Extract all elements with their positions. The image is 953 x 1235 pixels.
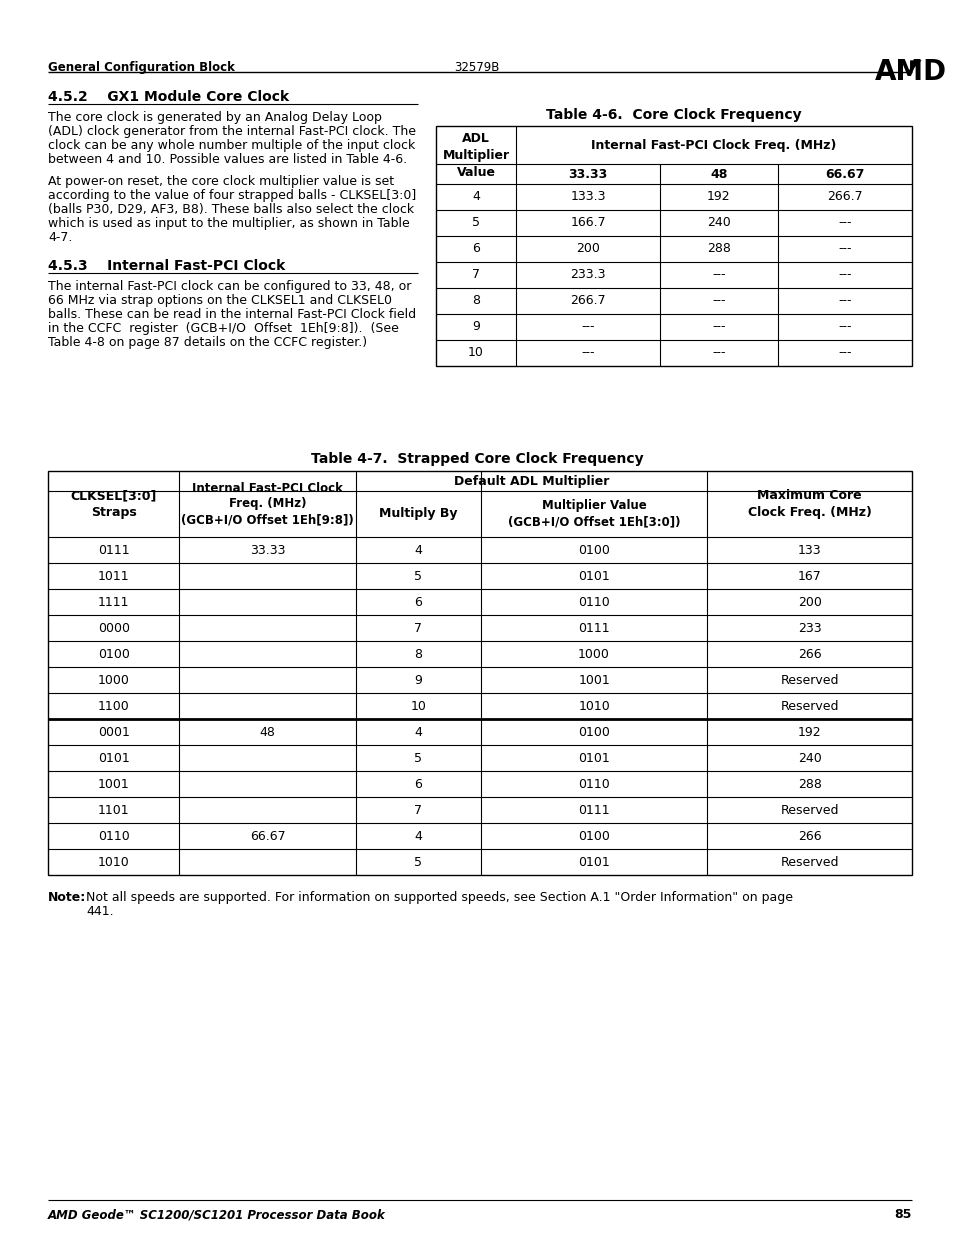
Text: CLKSEL[3:0]
Straps: CLKSEL[3:0] Straps <box>71 489 156 519</box>
Text: ---: --- <box>838 216 851 230</box>
Text: 66 MHz via strap options on the CLKSEL1 and CLKSEL0: 66 MHz via strap options on the CLKSEL1 … <box>48 294 392 308</box>
Text: 6: 6 <box>415 595 422 609</box>
Text: General Configuration Block: General Configuration Block <box>48 61 234 74</box>
Text: balls. These can be read in the internal Fast-PCI Clock field: balls. These can be read in the internal… <box>48 308 416 321</box>
Text: 0001: 0001 <box>97 725 130 739</box>
Text: Default ADL Multiplier: Default ADL Multiplier <box>454 474 609 488</box>
Text: 240: 240 <box>797 752 821 764</box>
Text: Multiply By: Multiply By <box>379 508 457 520</box>
Text: 4.5.3    Internal Fast-PCI Clock: 4.5.3 Internal Fast-PCI Clock <box>48 259 285 273</box>
Text: Table 4-7.  Strapped Core Clock Frequency: Table 4-7. Strapped Core Clock Frequency <box>311 452 642 466</box>
Text: ---: --- <box>711 294 725 308</box>
Text: Multiplier Value
(GCB+I/O Offset 1Eh[3:0]): Multiplier Value (GCB+I/O Offset 1Eh[3:0… <box>507 499 679 529</box>
Text: 1001: 1001 <box>578 673 609 687</box>
Text: 9: 9 <box>472 321 479 333</box>
Text: 0111: 0111 <box>578 804 609 816</box>
Text: ---: --- <box>580 321 594 333</box>
Text: 10: 10 <box>410 699 426 713</box>
Text: 5: 5 <box>414 752 422 764</box>
Text: 66.67: 66.67 <box>250 830 285 842</box>
Text: ---: --- <box>838 321 851 333</box>
Text: 5: 5 <box>472 216 479 230</box>
Text: 6: 6 <box>415 778 422 790</box>
Text: 0101: 0101 <box>578 752 609 764</box>
Text: Reserved: Reserved <box>780 804 838 816</box>
Text: 10: 10 <box>468 347 483 359</box>
Text: 0111: 0111 <box>98 543 130 557</box>
Text: 7: 7 <box>414 804 422 816</box>
Text: 1010: 1010 <box>578 699 609 713</box>
Text: 8: 8 <box>472 294 479 308</box>
Text: 6: 6 <box>472 242 479 256</box>
Text: 192: 192 <box>797 725 821 739</box>
Text: 0110: 0110 <box>98 830 130 842</box>
Text: 1100: 1100 <box>98 699 130 713</box>
Text: which is used as input to the multiplier, as shown in Table: which is used as input to the multiplier… <box>48 217 410 230</box>
Text: 167: 167 <box>797 569 821 583</box>
Text: 0101: 0101 <box>578 569 609 583</box>
Bar <box>436 126 911 366</box>
Text: Not all speeds are supported. For information on supported speeds, see Section A: Not all speeds are supported. For inform… <box>86 890 792 904</box>
Text: AMD Geode™ SC1200/SC1201 Processor Data Book: AMD Geode™ SC1200/SC1201 Processor Data … <box>48 1208 385 1221</box>
Text: 240: 240 <box>706 216 730 230</box>
Text: 266: 266 <box>797 830 821 842</box>
Text: ---: --- <box>711 268 725 282</box>
Text: (balls P30, D29, AF3, B8). These balls also select the clock: (balls P30, D29, AF3, B8). These balls a… <box>48 203 414 216</box>
Text: ---: --- <box>838 294 851 308</box>
Text: 0110: 0110 <box>578 595 609 609</box>
Text: Table 4-8 on page 87 details on the CCFC register.): Table 4-8 on page 87 details on the CCFC… <box>48 336 367 350</box>
Text: 266: 266 <box>797 647 821 661</box>
Text: 0100: 0100 <box>578 543 609 557</box>
Text: ◤: ◤ <box>909 58 921 73</box>
Text: 8: 8 <box>414 647 422 661</box>
Text: 48: 48 <box>709 168 727 180</box>
Text: Table 4-6.  Core Clock Frequency: Table 4-6. Core Clock Frequency <box>546 107 801 122</box>
Text: 0100: 0100 <box>578 725 609 739</box>
Text: AMD: AMD <box>874 58 946 86</box>
Text: ADL
Multiplier
Value: ADL Multiplier Value <box>442 131 509 179</box>
Text: Reserved: Reserved <box>780 673 838 687</box>
Bar <box>48 471 911 876</box>
Text: 166.7: 166.7 <box>570 216 605 230</box>
Text: At power-on reset, the core clock multiplier value is set: At power-on reset, the core clock multip… <box>48 175 394 188</box>
Text: 1000: 1000 <box>97 673 130 687</box>
Text: in the CCFC  register  (GCB+I/O  Offset  1Eh[9:8]).  (See: in the CCFC register (GCB+I/O Offset 1Eh… <box>48 322 398 335</box>
Text: 0110: 0110 <box>578 778 609 790</box>
Text: ---: --- <box>838 242 851 256</box>
Text: 441.: 441. <box>86 905 113 918</box>
Text: 4: 4 <box>472 190 479 204</box>
Text: 7: 7 <box>472 268 479 282</box>
Text: 266.7: 266.7 <box>570 294 605 308</box>
Text: 33.33: 33.33 <box>568 168 607 180</box>
Text: Note:: Note: <box>48 890 86 904</box>
Text: 4: 4 <box>415 725 422 739</box>
Text: 1101: 1101 <box>98 804 130 816</box>
Text: clock can be any whole number multiple of the input clock: clock can be any whole number multiple o… <box>48 140 415 152</box>
Text: between 4 and 10. Possible values are listed in Table 4-6.: between 4 and 10. Possible values are li… <box>48 153 407 165</box>
Text: 4: 4 <box>415 830 422 842</box>
Text: ---: --- <box>838 347 851 359</box>
Text: 0111: 0111 <box>578 621 609 635</box>
Text: 233: 233 <box>797 621 821 635</box>
Text: 233.3: 233.3 <box>570 268 605 282</box>
Text: Reserved: Reserved <box>780 856 838 868</box>
Text: Reserved: Reserved <box>780 699 838 713</box>
Text: ---: --- <box>711 321 725 333</box>
Text: 0100: 0100 <box>578 830 609 842</box>
Text: Maximum Core
Clock Freq. (MHz): Maximum Core Clock Freq. (MHz) <box>747 489 871 519</box>
Text: 9: 9 <box>415 673 422 687</box>
Text: 1001: 1001 <box>98 778 130 790</box>
Text: 288: 288 <box>706 242 730 256</box>
Text: 5: 5 <box>414 856 422 868</box>
Text: 5: 5 <box>414 569 422 583</box>
Text: 66.67: 66.67 <box>824 168 863 180</box>
Text: 200: 200 <box>576 242 599 256</box>
Text: 200: 200 <box>797 595 821 609</box>
Text: 1010: 1010 <box>98 856 130 868</box>
Text: (ADL) clock generator from the internal Fast-PCI clock. The: (ADL) clock generator from the internal … <box>48 125 416 138</box>
Text: 0000: 0000 <box>97 621 130 635</box>
Text: 4: 4 <box>415 543 422 557</box>
Text: Internal Fast-PCI Clock Freq. (MHz): Internal Fast-PCI Clock Freq. (MHz) <box>591 138 836 152</box>
Text: 32579B: 32579B <box>454 61 499 74</box>
Text: 7: 7 <box>414 621 422 635</box>
